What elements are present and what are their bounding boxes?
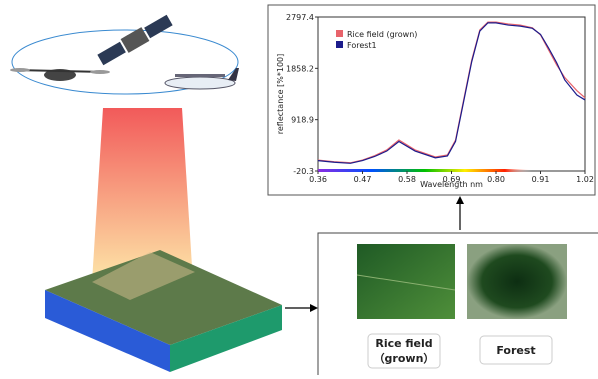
x-axis-label: Wavelength nm — [420, 180, 483, 189]
platforms — [10, 13, 239, 94]
y-tick-label: 2797.4 — [286, 13, 314, 22]
chart-frame — [268, 5, 595, 195]
x-tick-label: 0.47 — [354, 175, 372, 184]
x-tick-label: 0.91 — [532, 175, 550, 184]
x-tick-label: 0.80 — [487, 175, 505, 184]
y-tick-label: 918.9 — [291, 116, 314, 125]
rice-image — [357, 244, 455, 319]
x-tick-label: 1.02 — [576, 175, 594, 184]
arrowhead — [310, 304, 318, 312]
hyperspectral-cube — [45, 250, 282, 372]
legend-swatch — [336, 30, 343, 37]
legend-label: Rice field (grown) — [347, 30, 417, 39]
forest-image — [467, 244, 567, 319]
arrowhead — [456, 196, 464, 204]
y-axis-label: reflectance [%*100] — [276, 54, 285, 134]
legend-label: Forest1 — [347, 41, 377, 50]
x-tick-label: 0.36 — [309, 175, 327, 184]
forest-label: Forest — [496, 344, 535, 357]
rice-label: Rice field — [375, 337, 432, 350]
rice-label: （grown） — [374, 352, 435, 365]
legend-swatch — [336, 41, 343, 48]
x-tick-label: 0.58 — [398, 175, 416, 184]
y-tick-label: 1858.2 — [286, 64, 314, 73]
figure: Rice field （grown） Forest -20.3918.91858… — [0, 0, 598, 375]
